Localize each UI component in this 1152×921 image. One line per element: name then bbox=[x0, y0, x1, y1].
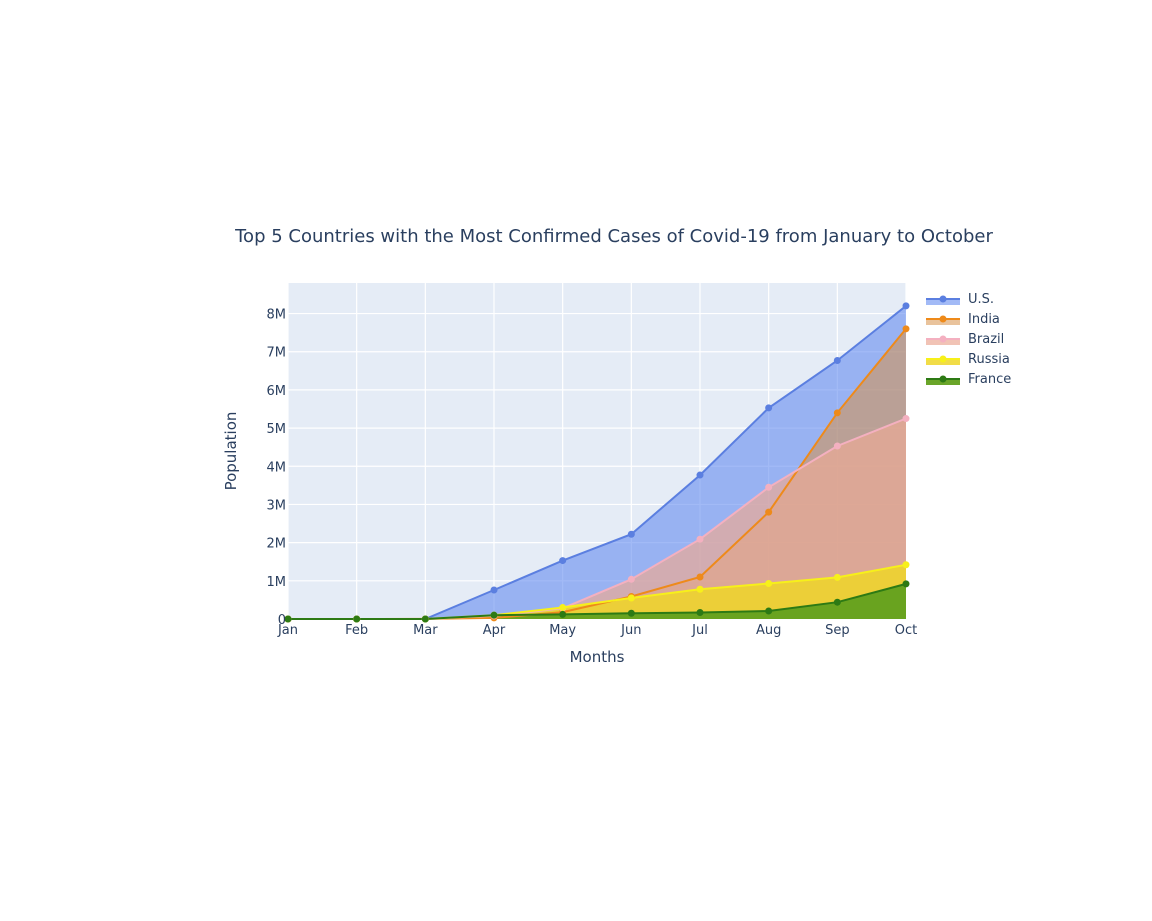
point-brazil-jun bbox=[627, 575, 635, 583]
point-russia-jul bbox=[696, 585, 704, 593]
area-brazil bbox=[288, 418, 906, 619]
x-tick-oct: Oct bbox=[895, 623, 917, 638]
area-russia bbox=[288, 564, 906, 619]
point-russia-may bbox=[559, 604, 567, 612]
series-lines bbox=[288, 305, 907, 620]
point-france-aug bbox=[765, 607, 773, 615]
y-tick-0: 0 bbox=[278, 613, 286, 628]
point-brazil-jul bbox=[696, 535, 704, 543]
chart-title: Top 5 Countries with the Most Confirmed … bbox=[234, 226, 993, 247]
x-tick-labels: Jan Feb Mar Apr May Jun Jul Aug Sep Oct bbox=[277, 623, 917, 638]
legend-label-india: India bbox=[968, 312, 1000, 327]
point-brazil-aug bbox=[765, 483, 773, 491]
point-u-s-jul bbox=[696, 471, 704, 479]
y-tick-1m: 1M bbox=[267, 575, 287, 590]
point-russia-oct bbox=[902, 561, 910, 569]
point-u-s-jun bbox=[627, 530, 635, 538]
x-tick-aug: Aug bbox=[756, 623, 781, 638]
legend-marker-india bbox=[939, 315, 947, 323]
legend-label-russia: Russia bbox=[968, 352, 1010, 367]
x-tick-feb: Feb bbox=[345, 623, 368, 638]
legend-label-brazil: Brazil bbox=[968, 332, 1004, 347]
y-tick-4m: 4M bbox=[267, 460, 287, 475]
x-tick-may: May bbox=[549, 623, 576, 638]
legend-item-brazil[interactable]: Brazil bbox=[926, 332, 1004, 347]
point-brazil-sep bbox=[833, 442, 841, 450]
point-india-aug bbox=[765, 508, 773, 516]
legend-item-india[interactable]: India bbox=[926, 312, 1000, 327]
point-france-sep bbox=[833, 598, 841, 606]
legend: U.S. India Brazil Russia France bbox=[926, 292, 1011, 387]
y-tick-labels: 0 1M 2M 3M 4M 5M 6M 7M 8M bbox=[267, 308, 287, 628]
point-france-mar bbox=[421, 615, 429, 623]
x-tick-jan: Jan bbox=[277, 623, 298, 638]
x-tick-apr: Apr bbox=[483, 623, 506, 638]
point-u-s-apr bbox=[490, 586, 498, 594]
x-tick-mar: Mar bbox=[413, 623, 438, 638]
area-france bbox=[288, 583, 906, 619]
legend-item-russia[interactable]: Russia bbox=[926, 352, 1010, 367]
point-india-jul bbox=[696, 573, 704, 581]
y-axis-title: Population bbox=[222, 412, 240, 491]
y-tick-2m: 2M bbox=[267, 537, 287, 552]
point-france-jul bbox=[696, 609, 704, 617]
point-france-oct bbox=[902, 580, 910, 588]
legend-marker-france bbox=[939, 375, 947, 383]
x-tick-sep: Sep bbox=[825, 623, 850, 638]
series-areas bbox=[288, 305, 906, 619]
point-france-jan bbox=[284, 615, 292, 623]
point-u-s-sep bbox=[833, 357, 841, 365]
legend-item-u-s[interactable]: U.S. bbox=[926, 292, 994, 307]
legend-label-u-s: U.S. bbox=[968, 292, 994, 307]
legend-marker-brazil bbox=[939, 335, 947, 343]
point-u-s-aug bbox=[765, 404, 773, 412]
point-russia-aug bbox=[765, 579, 773, 587]
legend-item-france[interactable]: France bbox=[926, 372, 1011, 387]
point-brazil-oct bbox=[902, 415, 910, 423]
y-tick-7m: 7M bbox=[267, 346, 287, 361]
y-tick-8m: 8M bbox=[267, 308, 287, 323]
y-tick-5m: 5M bbox=[267, 422, 287, 437]
x-tick-jul: Jul bbox=[691, 623, 708, 638]
point-france-feb bbox=[353, 615, 361, 623]
line-france bbox=[288, 582, 907, 620]
x-axis-title: Months bbox=[570, 648, 625, 666]
y-tick-6m: 6M bbox=[267, 384, 287, 399]
point-russia-jun bbox=[627, 594, 635, 602]
legend-marker-u-s bbox=[939, 295, 947, 303]
point-russia-sep bbox=[833, 573, 841, 581]
point-u-s-oct bbox=[902, 302, 910, 310]
point-france-apr bbox=[490, 611, 498, 619]
series-points bbox=[284, 302, 910, 623]
point-india-oct bbox=[902, 325, 910, 333]
y-tick-3m: 3M bbox=[267, 498, 287, 513]
legend-marker-russia bbox=[939, 355, 947, 363]
legend-label-france: France bbox=[968, 372, 1011, 387]
x-tick-jun: Jun bbox=[620, 623, 641, 638]
point-india-sep bbox=[833, 409, 841, 417]
point-france-jun bbox=[627, 609, 635, 617]
point-u-s-may bbox=[559, 557, 567, 565]
point-france-may bbox=[559, 610, 567, 618]
